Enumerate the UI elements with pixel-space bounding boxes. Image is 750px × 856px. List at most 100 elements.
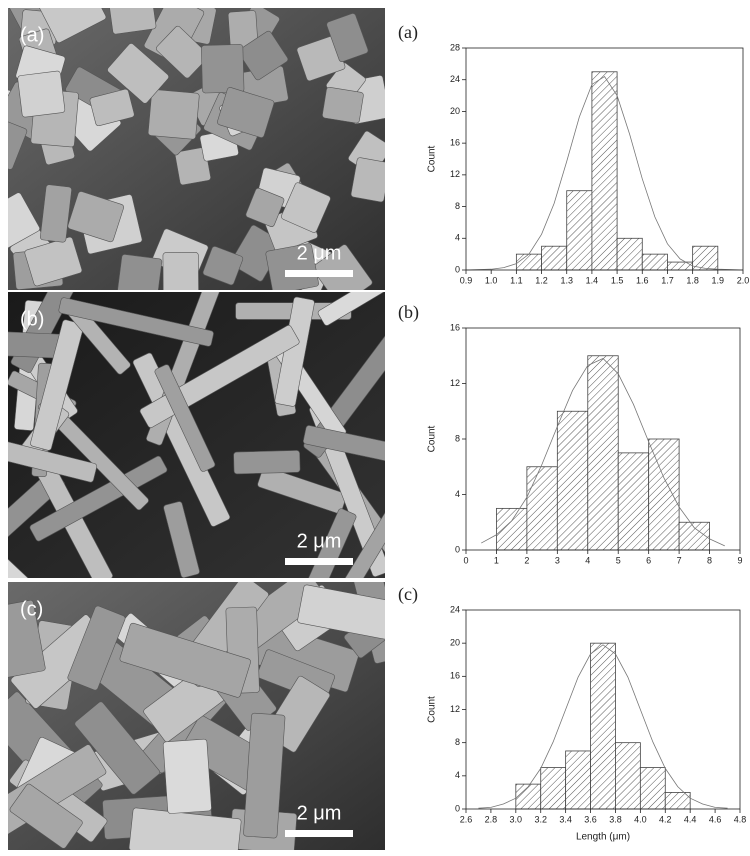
y-tick-label: 8 <box>455 737 460 747</box>
crystal <box>326 13 369 63</box>
x-tick-label: 0.9 <box>460 275 473 285</box>
x-tick-label: 3.4 <box>559 814 572 824</box>
image-label: (b) <box>20 308 44 330</box>
crystal <box>162 252 200 290</box>
y-tick-label: 24 <box>450 74 460 84</box>
x-axis-label: Length (μm) <box>576 832 630 843</box>
x-tick-label: 1.7 <box>661 275 674 285</box>
bar <box>515 253 542 271</box>
bar <box>616 237 643 271</box>
bar <box>617 452 650 551</box>
crystal <box>174 147 211 186</box>
crystal <box>297 584 385 643</box>
x-tick-label: 4.8 <box>734 814 747 824</box>
x-tick-label: 1.8 <box>686 275 699 285</box>
scale-bar <box>285 270 353 277</box>
x-tick-label: 1.6 <box>636 275 649 285</box>
histogram-chart: 2.6 2.8 3.0 3.2 3.4 3.6 3.8 4.0 4.2 4.4 4.6 4.8 0 4 8 1… <box>398 584 746 843</box>
crystal <box>245 187 285 227</box>
crystal <box>107 43 169 104</box>
y-tick-label: 16 <box>450 138 460 148</box>
x-tick-label: 5 <box>616 555 621 565</box>
bar <box>556 410 589 551</box>
y-tick-label: 12 <box>450 378 460 388</box>
crystal <box>67 191 125 243</box>
y-tick-label: 8 <box>455 201 460 211</box>
crystal <box>257 466 347 514</box>
crystal <box>162 738 212 814</box>
crystal <box>303 425 385 463</box>
crystal <box>8 121 28 170</box>
crystal <box>202 246 244 286</box>
y-tick-label: 12 <box>450 704 460 714</box>
crystal <box>147 89 200 140</box>
scale-bar-label: 2 μm <box>297 802 342 824</box>
histogram-chart: 0.9 1.0 1.1 1.2 1.3 1.4 1.5 1.6 1.7 1.8 1.9 2.0 0 4 8 1… <box>398 22 749 285</box>
y-tick-label: 16 <box>450 322 460 332</box>
crystals <box>8 582 385 850</box>
crystal <box>217 87 275 138</box>
x-tick-label: 2.6 <box>460 814 473 824</box>
x-tick-label: 0 <box>463 555 468 565</box>
x-tick-label: 3.6 <box>584 814 597 824</box>
y-tick-label: 8 <box>455 433 460 443</box>
scale-bar <box>285 558 353 565</box>
y-tick-label: 0 <box>455 264 460 274</box>
crystal <box>24 236 83 287</box>
bar <box>566 190 593 271</box>
sem-image: (b) 2 μm <box>8 292 385 578</box>
crystal <box>156 25 209 79</box>
y-tick-label: 4 <box>455 489 460 499</box>
bar <box>587 355 619 551</box>
bar <box>641 253 668 271</box>
fit-curve <box>478 644 728 809</box>
bar <box>667 261 694 271</box>
crystals <box>8 292 385 578</box>
sem-image: (c) 2 μm <box>8 582 385 850</box>
x-tick-label: 1.2 <box>535 275 548 285</box>
crystal <box>119 622 251 698</box>
crystal <box>233 450 301 475</box>
bar <box>540 767 567 810</box>
crystal <box>8 599 46 678</box>
x-tick-label: 1.5 <box>611 275 624 285</box>
crystal <box>67 605 126 691</box>
x-tick-label: 4.2 <box>659 814 672 824</box>
panel-label: (a) <box>398 22 418 43</box>
image-label: (c) <box>20 598 43 620</box>
scale-bar <box>285 830 353 837</box>
x-tick-label: 4.0 <box>634 814 647 824</box>
bar <box>678 521 710 551</box>
panel-label: (c) <box>398 584 418 605</box>
x-tick-label: 7 <box>677 555 682 565</box>
scale-bar-label: 2 μm <box>297 530 342 552</box>
x-tick-label: 2.8 <box>485 814 498 824</box>
crystal <box>115 254 163 290</box>
crystal <box>8 438 98 483</box>
crystal <box>322 86 364 124</box>
crystal <box>350 157 385 203</box>
panel-label: (b) <box>398 302 419 323</box>
y-tick-label: 28 <box>450 42 460 52</box>
image-label: (a) <box>20 24 44 46</box>
x-tick-label: 3 <box>555 555 560 565</box>
x-tick-label: 9 <box>737 555 742 565</box>
plot-frame <box>465 47 744 271</box>
x-tick-label: 4 <box>585 555 590 565</box>
crystal <box>128 807 242 850</box>
x-tick-label: 4.6 <box>709 814 722 824</box>
crystal <box>35 8 107 43</box>
x-tick-label: 1.3 <box>560 275 573 285</box>
x-tick-label: 1.4 <box>586 275 599 285</box>
y-tick-label: 4 <box>455 233 460 243</box>
crystal <box>317 292 385 326</box>
y-tick-label: 4 <box>455 770 460 780</box>
crystal <box>9 783 83 849</box>
x-tick-label: 1.9 <box>712 275 725 285</box>
x-tick-label: 2.0 <box>737 275 750 285</box>
x-tick-label: 6 <box>646 555 651 565</box>
bar <box>541 245 568 271</box>
crystal <box>74 701 160 795</box>
y-tick-label: 20 <box>450 106 460 116</box>
